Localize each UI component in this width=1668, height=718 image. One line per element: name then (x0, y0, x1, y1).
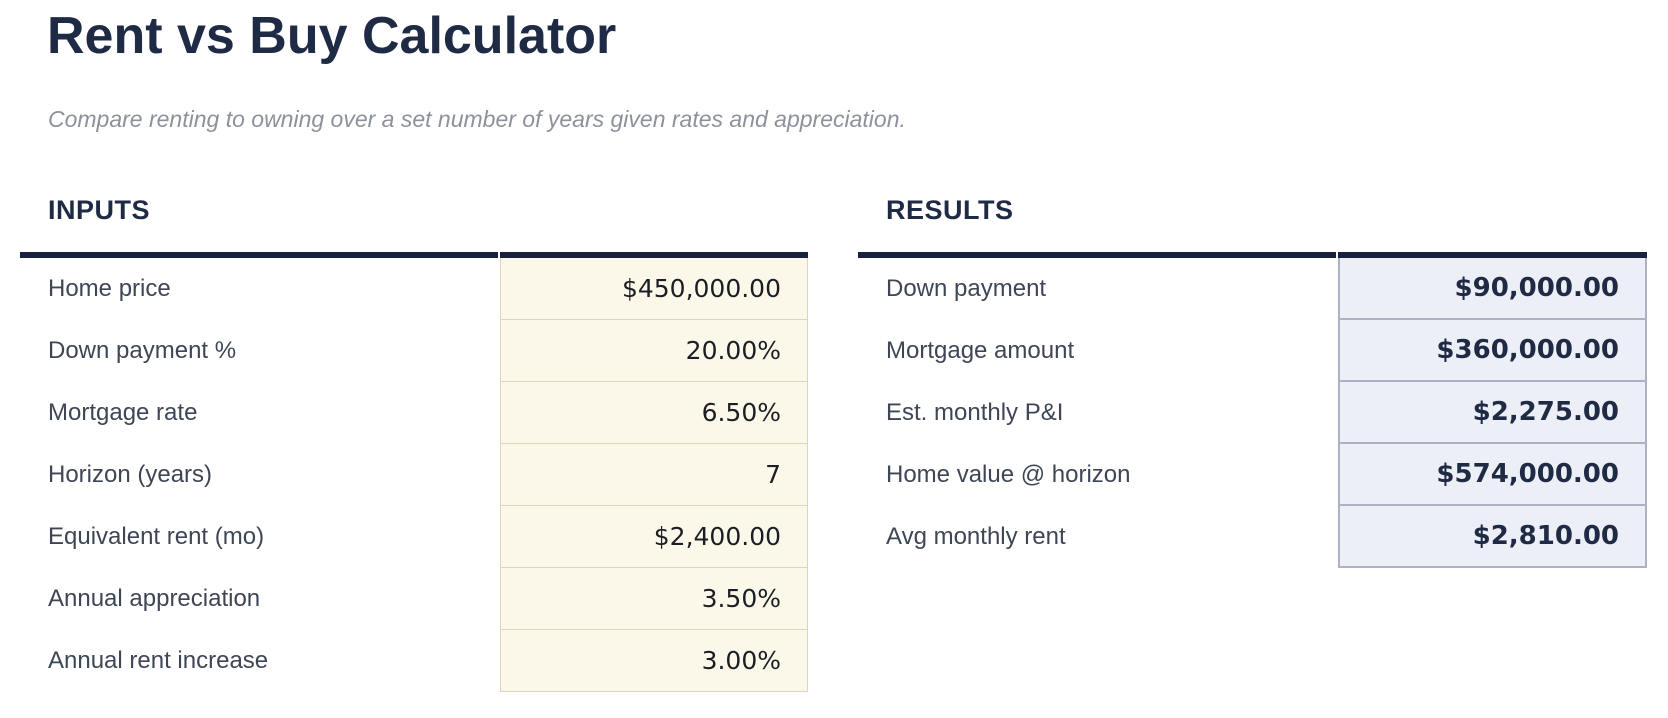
result-label-home-value-horizon: Home value @ horizon (886, 461, 1131, 488)
table-row: Down payment $90,000.00 (858, 258, 1647, 320)
input-label-mortgage-rate: Mortgage rate (48, 399, 198, 426)
input-label-horizon-years: Horizon (years) (48, 461, 213, 488)
rule-gap (1336, 252, 1338, 258)
input-field-down-payment-pct[interactable]: 20.00% (500, 320, 808, 382)
rule-segment (500, 252, 808, 258)
results-panel: RESULTS Down payment $90,000.00 Mortgage… (858, 194, 1647, 568)
result-value-home-value-horizon: $574,000.00 (1338, 444, 1647, 506)
input-field-annual-rent-increase[interactable]: 3.00% (500, 630, 808, 692)
table-row: Mortgage rate 6.50% (20, 382, 808, 444)
table-row: Est. monthly P&I $2,275.00 (858, 382, 1647, 444)
table-row: Down payment % 20.00% (20, 320, 808, 382)
rule-segment (1338, 252, 1647, 258)
result-value-mortgage-amount: $360,000.00 (1338, 320, 1647, 382)
table-row: Home price $450,000.00 (20, 258, 808, 320)
inputs-heading: INPUTS (48, 195, 151, 225)
table-row: Equivalent rent (mo) $2,400.00 (20, 506, 808, 568)
page-title: Rent vs Buy Calculator (47, 7, 617, 65)
result-value-avg-monthly-rent: $2,810.00 (1338, 506, 1647, 568)
result-label-avg-monthly-rent: Avg monthly rent (886, 523, 1066, 550)
input-label-down-payment-pct: Down payment % (48, 337, 237, 364)
page-subtitle: Compare renting to owning over a set num… (48, 106, 906, 132)
input-field-equivalent-rent[interactable]: $2,400.00 (500, 506, 808, 568)
table-row: Horizon (years) 7 (20, 444, 808, 506)
input-field-mortgage-rate[interactable]: 6.50% (500, 382, 808, 444)
result-label-monthly-pi: Est. monthly P&I (886, 399, 1064, 426)
result-value-down-payment: $90,000.00 (1338, 258, 1647, 320)
rule-segment (858, 252, 1336, 258)
result-value-monthly-pi: $2,275.00 (1338, 382, 1647, 444)
rule-segment (20, 252, 498, 258)
table-row: Home value @ horizon $574,000.00 (858, 444, 1647, 506)
input-label-equivalent-rent: Equivalent rent (mo) (48, 523, 265, 550)
inputs-panel: INPUTS Home price $450,000.00 Down payme… (20, 194, 808, 692)
results-header-rule (858, 252, 1647, 258)
input-field-horizon-years[interactable]: 7 (500, 444, 808, 506)
input-field-annual-appreciation[interactable]: 3.50% (500, 568, 808, 630)
table-row: Annual rent increase 3.00% (20, 630, 808, 692)
inputs-header-rule (20, 252, 808, 258)
rule-gap (498, 252, 500, 258)
input-label-home-price: Home price (48, 275, 171, 302)
table-row: Avg monthly rent $2,810.00 (858, 506, 1647, 568)
input-field-home-price[interactable]: $450,000.00 (500, 258, 808, 320)
results-heading: RESULTS (886, 195, 1014, 225)
input-label-annual-appreciation: Annual appreciation (48, 585, 261, 612)
result-label-down-payment: Down payment (886, 275, 1047, 302)
table-row: Mortgage amount $360,000.00 (858, 320, 1647, 382)
result-label-mortgage-amount: Mortgage amount (886, 337, 1075, 364)
input-label-annual-rent-increase: Annual rent increase (48, 647, 269, 674)
table-row: Annual appreciation 3.50% (20, 568, 808, 630)
